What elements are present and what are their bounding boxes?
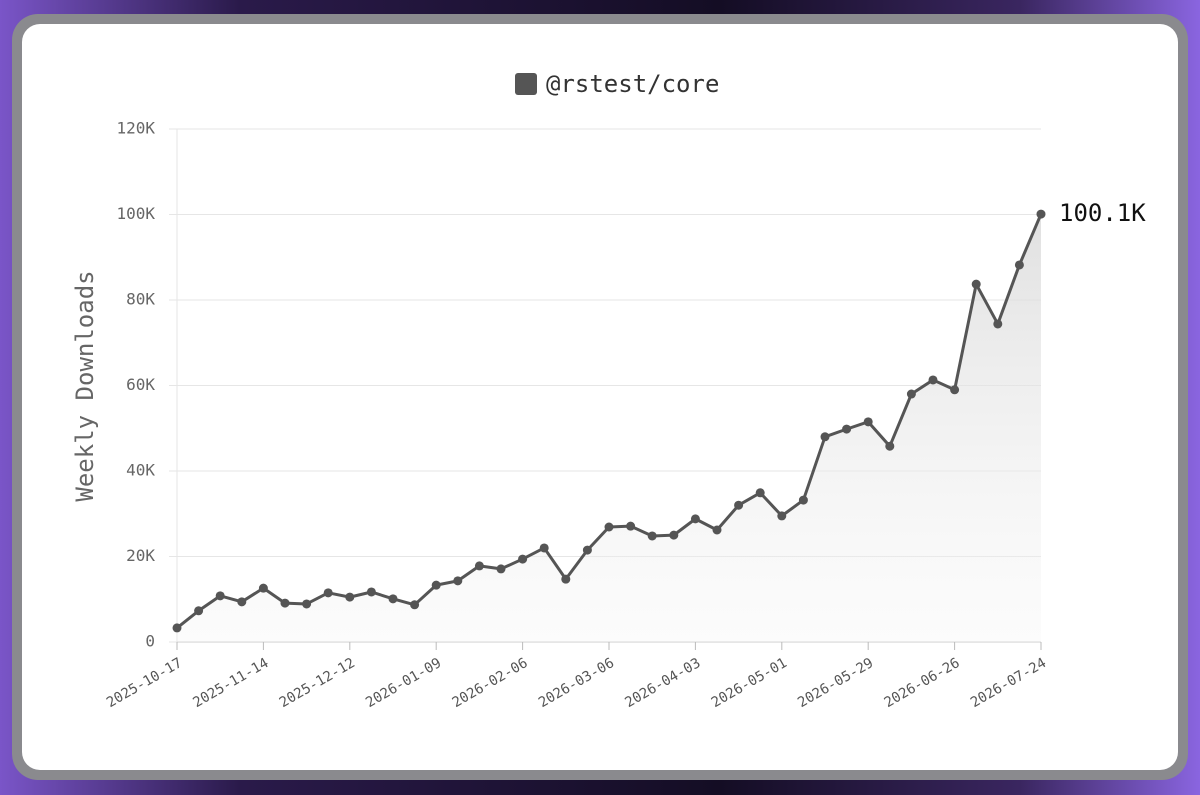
point	[237, 597, 247, 607]
point	[302, 599, 312, 609]
point	[669, 530, 679, 540]
point	[777, 511, 787, 521]
point	[496, 564, 506, 574]
y-tick-label: 0	[145, 632, 155, 651]
x-tick-label: 2026-05-29	[795, 655, 876, 711]
point	[842, 424, 852, 434]
point	[539, 543, 549, 553]
x-tick-label: 2025-11-14	[190, 655, 271, 711]
legend: @rstest/core	[515, 70, 719, 98]
legend-swatch	[515, 73, 537, 95]
y-tick-label: 60K	[126, 375, 155, 394]
point	[474, 561, 484, 571]
point	[647, 531, 657, 541]
x-tick-label: 2026-01-09	[363, 655, 444, 711]
x-tick-label: 2026-03-06	[536, 655, 617, 711]
x-tick-label: 2026-06-26	[882, 655, 963, 711]
point	[453, 576, 463, 586]
y-tick-label: 120K	[116, 119, 155, 138]
point	[366, 587, 376, 597]
point	[431, 580, 441, 590]
area	[177, 214, 1041, 642]
point	[950, 385, 960, 395]
point	[518, 554, 528, 564]
x-tick-label: 2026-02-06	[450, 655, 531, 711]
point	[755, 488, 765, 498]
point	[712, 525, 722, 535]
point	[410, 600, 420, 610]
x-tick-label: 2026-04-03	[622, 655, 703, 711]
y-tick-label: 20K	[126, 546, 155, 565]
point	[863, 417, 873, 427]
y-tick-label: 40K	[126, 461, 155, 480]
y-tick-label: 80K	[126, 290, 155, 309]
y-axis-label: Weekly Downloads	[71, 270, 99, 501]
point	[1036, 209, 1046, 219]
value-label: 100.1K	[1059, 199, 1146, 227]
point	[993, 319, 1003, 329]
point	[345, 592, 355, 602]
x-tick-label: 2025-12-12	[277, 655, 358, 711]
point	[280, 598, 290, 608]
y-tick-label: 100K	[116, 204, 155, 223]
x-tick-label: 2026-07-24	[968, 655, 1049, 711]
point	[215, 591, 225, 601]
point	[690, 514, 700, 524]
point	[928, 375, 938, 385]
x-tick-label: 2025-10-17	[104, 655, 185, 711]
point	[258, 583, 268, 593]
point	[820, 432, 830, 442]
point	[323, 588, 333, 598]
x-tick-label: 2026-05-01	[709, 655, 790, 711]
point	[388, 594, 398, 604]
point	[906, 389, 916, 399]
point	[582, 545, 592, 555]
point	[604, 522, 614, 532]
point	[971, 279, 981, 289]
point	[798, 495, 808, 505]
point	[172, 623, 182, 633]
point	[734, 500, 744, 510]
point	[1014, 260, 1024, 270]
point	[885, 441, 895, 451]
point	[626, 521, 636, 531]
point	[194, 606, 204, 616]
point	[561, 574, 571, 584]
legend-label: @rstest/core	[546, 70, 719, 98]
